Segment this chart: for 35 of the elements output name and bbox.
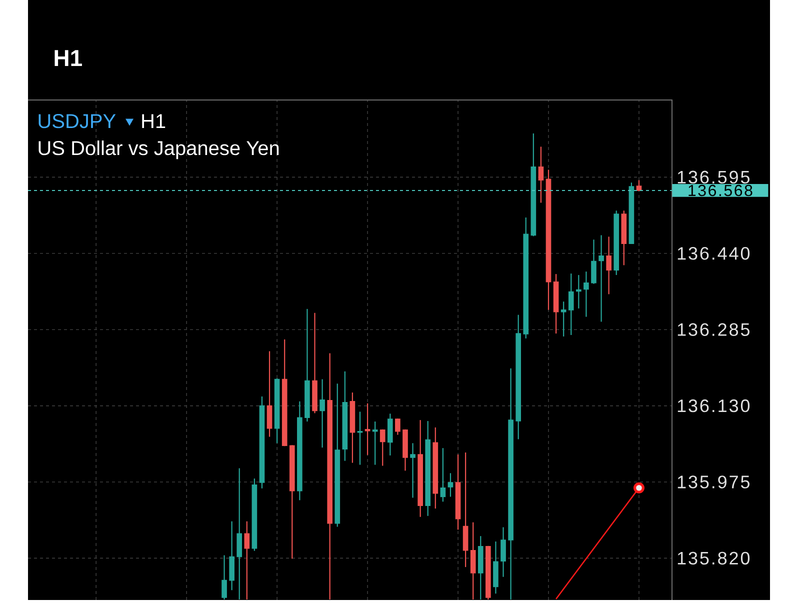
y-tick-label: 136.285 — [678, 323, 750, 336]
candlestick — [500, 526, 506, 578]
candlestick — [395, 418, 400, 436]
candlestick — [364, 402, 370, 456]
candlestick — [387, 413, 393, 456]
candlestick — [229, 520, 234, 591]
y-tick-label: 136.130 — [678, 399, 750, 412]
text: US Dollar vs Japanese Yen — [38, 140, 279, 160]
candlestick — [584, 271, 589, 318]
text: H1 — [142, 114, 166, 128]
candlestick — [560, 301, 566, 338]
y-tick-label: 136.595 — [678, 170, 750, 184]
ref-line-label: 136.568 — [688, 184, 752, 196]
text: H1 — [54, 50, 82, 66]
candlestick — [320, 378, 325, 448]
candlestick — [591, 239, 596, 284]
candlestick — [244, 520, 250, 600]
y-tick-label: 135.820 — [678, 552, 750, 565]
candlestick — [568, 273, 574, 336]
candlestick — [606, 236, 612, 295]
candlestick — [266, 350, 272, 438]
candlestick — [448, 472, 454, 498]
candlestick — [222, 554, 227, 600]
candlestick — [538, 146, 544, 204]
y-tick-label: 135.975 — [678, 476, 750, 488]
candlestick — [576, 274, 582, 310]
candlestick — [440, 448, 446, 502]
candlestick — [410, 442, 416, 498]
y-tick-label: 136.440 — [678, 247, 750, 260]
candlestick — [372, 421, 378, 466]
candlestick — [236, 468, 242, 600]
text: USDJPY — [38, 114, 116, 128]
candlestick — [380, 428, 386, 466]
candlestick — [598, 234, 604, 322]
candlestick — [470, 522, 476, 600]
